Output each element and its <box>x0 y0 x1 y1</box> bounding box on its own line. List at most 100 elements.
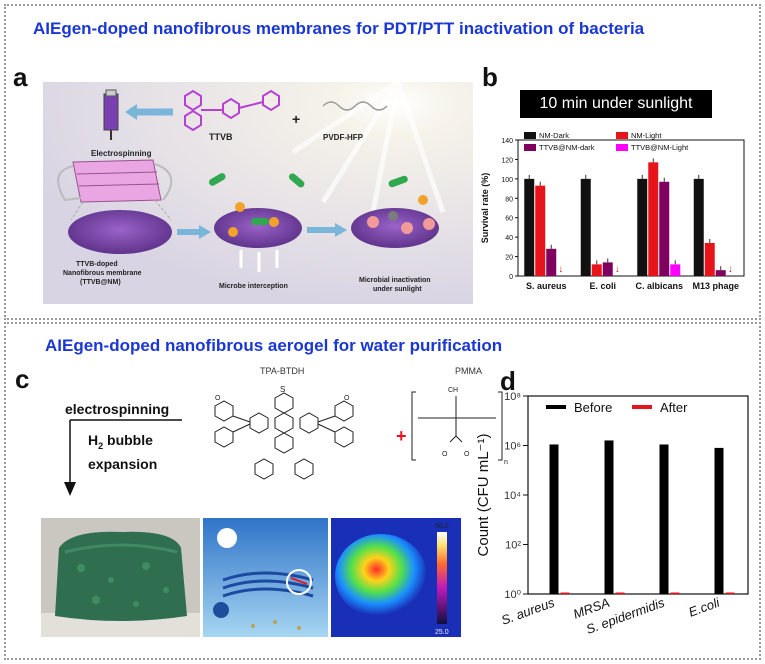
pvdf-polymer-chain <box>322 101 388 111</box>
y-tick-label: 0 <box>509 274 513 281</box>
y-tick-label: 40 <box>505 235 513 242</box>
category-label: E. coli <box>589 281 616 291</box>
plot-frame <box>517 139 745 277</box>
panel-a-letter: a <box>13 62 28 92</box>
electrospinning-label: electrospinning <box>65 401 170 417</box>
thermal-image: 50.0 25.0 <box>331 518 461 637</box>
bar <box>604 440 614 594</box>
water-purification-illustration <box>203 518 328 637</box>
svg-text:O: O <box>464 451 470 458</box>
membrane-disc <box>68 210 172 254</box>
y-tick-label: 60 <box>505 216 513 223</box>
svg-text:(TTVB@NM): (TTVB@NM) <box>80 279 121 286</box>
svg-text:25.0: 25.0 <box>435 629 449 636</box>
svg-text:O: O <box>215 395 221 402</box>
membrane-schematic: TTVB + PVDF-HFP Electrospinning <box>43 82 473 304</box>
svg-text:under sunlight: under sunlight <box>373 286 422 293</box>
bar <box>580 178 591 276</box>
category-label: S. aureus <box>526 281 567 291</box>
cfu-count-chart: 10⁰ 10² 10⁴ 10⁶ 10⁸ Count (CFU mL⁻¹) Before Aft… <box>475 391 749 637</box>
legend-label: TTVB@NM-Light <box>631 143 689 152</box>
thermal-colorbar <box>437 532 447 624</box>
bar <box>693 178 704 276</box>
y-axis-label: Survival rate (%) <box>480 173 490 244</box>
bar <box>615 592 625 594</box>
svg-text:Nanofibrous membrane: Nanofibrous membrane <box>63 270 142 277</box>
bottom-section-title: AIEgen-doped nanofibrous aerogel for wat… <box>45 336 503 355</box>
y-tick-label: 10² <box>505 540 521 552</box>
sunlight-banner: 10 min under sunlight <box>520 90 712 118</box>
bottom-section-frame <box>4 322 761 660</box>
bar <box>648 162 659 276</box>
svg-text:S: S <box>280 385 285 394</box>
svg-text:TTVB: TTVB <box>209 132 233 142</box>
legend-label: TTVB@NM-dark <box>539 143 595 152</box>
bar <box>535 185 546 276</box>
legend-swatch <box>616 144 628 151</box>
sunlight-rays <box>291 82 446 213</box>
legend-label: NM-Light <box>631 131 662 140</box>
legend-label: After <box>660 400 688 415</box>
svg-text:+: + <box>292 111 300 127</box>
y-axis-label: Count (CFU mL⁻¹) <box>475 434 492 557</box>
top-section-title: AIEgen-doped nanofibrous membranes for P… <box>33 19 645 38</box>
bar <box>670 264 681 276</box>
svg-text:PVDF-HFP: PVDF-HFP <box>323 133 364 142</box>
y-tick-label: 20 <box>505 255 513 262</box>
svg-text:PMMA: PMMA <box>455 366 482 376</box>
bubble-expansion-label: H2 bubble expansion <box>88 432 158 472</box>
bar <box>549 444 559 594</box>
category-label: C. albicans <box>635 281 683 291</box>
ttvb-molecule <box>184 89 280 132</box>
y-tick-label: 10⁶ <box>504 441 521 453</box>
zero-marker: ↓ <box>558 264 563 275</box>
y-tick-label: 140 <box>501 138 513 145</box>
svg-text:n: n <box>504 459 508 466</box>
svg-text:TTVB-doped: TTVB-doped <box>76 261 118 268</box>
svg-text:O: O <box>442 451 448 458</box>
process-arrow <box>64 419 182 496</box>
category-label: E.coli <box>687 594 723 619</box>
y-tick-label: 10⁰ <box>504 589 521 601</box>
legend-label: Before <box>574 400 612 415</box>
svg-text:Microbial inactivation: Microbial inactivation <box>359 277 431 284</box>
y-tick-label: 120 <box>501 157 513 164</box>
bar <box>670 592 680 594</box>
bar <box>591 264 602 276</box>
y-tick-label: 10⁴ <box>504 490 521 502</box>
water-flow-arrows <box>239 250 279 272</box>
bar <box>546 248 557 276</box>
svg-text:+: + <box>396 426 407 446</box>
bar <box>659 444 669 594</box>
bar <box>725 592 735 594</box>
face-mask-icon <box>57 159 173 203</box>
panel-b-letter: b <box>482 62 498 92</box>
svg-text:Electrospinning: Electrospinning <box>91 149 152 158</box>
legend-label: NM-Dark <box>539 131 569 140</box>
bar <box>637 178 648 276</box>
svg-text:CH: CH <box>448 387 458 394</box>
survival-rate-chart: 0 20 40 60 80 100 120 140 Survival rate (%) NM-Da… <box>480 131 745 291</box>
zero-marker: ↓ <box>615 264 620 275</box>
svg-text:O: O <box>344 395 350 402</box>
bar <box>715 270 726 276</box>
panel-c-letter: c <box>15 364 30 394</box>
y-tick-label: 100 <box>501 177 513 184</box>
svg-text:50.0: 50.0 <box>435 523 449 530</box>
category-label: M13 phage <box>692 281 739 291</box>
interception-disc <box>214 208 302 248</box>
zero-marker: ↓ <box>728 264 733 275</box>
legend-swatch <box>524 132 536 139</box>
svg-text:Microbe interception: Microbe interception <box>219 283 288 290</box>
legend-swatch <box>524 144 536 151</box>
bar <box>659 181 670 276</box>
bar <box>560 592 570 594</box>
top-section-frame <box>4 4 761 320</box>
bar <box>704 242 715 276</box>
bar <box>524 178 535 276</box>
process-step-text: electrospinning <box>65 400 169 419</box>
legend-swatch <box>616 132 628 139</box>
y-tick-label: 10⁸ <box>504 391 521 403</box>
bar <box>714 447 724 594</box>
syringe-icon <box>103 89 119 140</box>
